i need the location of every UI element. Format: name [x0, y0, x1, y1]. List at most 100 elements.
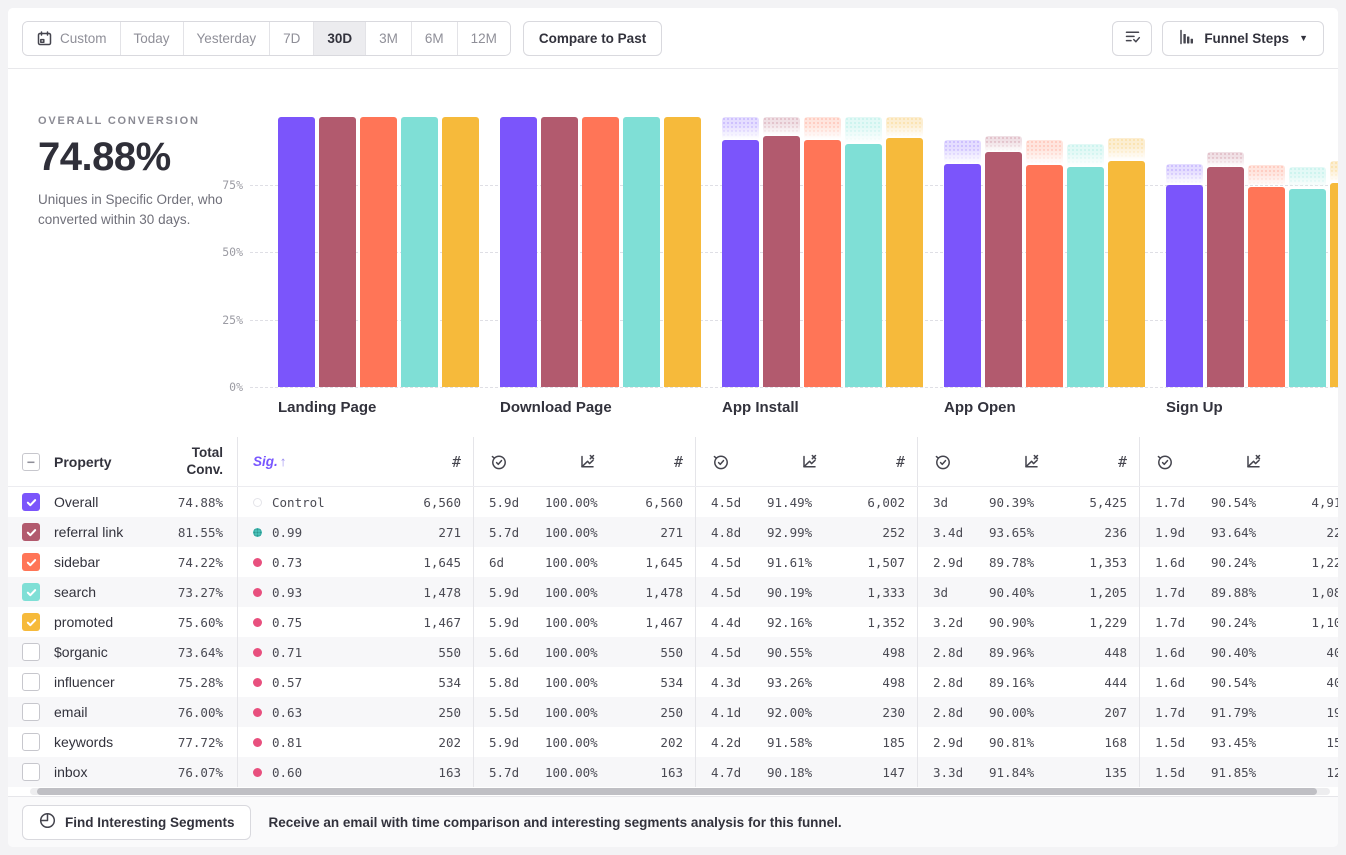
row-checkbox[interactable] — [22, 613, 40, 631]
edit-columns-button[interactable] — [1112, 20, 1153, 56]
conversion-rate-icon[interactable] — [1244, 452, 1263, 471]
bar-promoted[interactable] — [664, 117, 701, 387]
conversion-rate: 100.00% — [545, 674, 598, 690]
date-range-30d[interactable]: 30D — [314, 21, 367, 55]
step-count: 271 — [660, 524, 683, 540]
time-to-convert-icon[interactable] — [1155, 452, 1174, 471]
row-checkbox[interactable] — [22, 763, 40, 781]
conversion-rate-icon[interactable] — [800, 452, 819, 471]
bar-search[interactable] — [1067, 166, 1104, 387]
bar-promoted[interactable] — [886, 138, 923, 387]
select-all-checkbox[interactable]: − — [22, 452, 40, 471]
step-count: 550 — [438, 644, 461, 660]
bar-promoted[interactable] — [1330, 182, 1338, 387]
summary-description: Uniques in Specific Order, who converted… — [38, 192, 223, 227]
step-count: 1,109 — [1311, 614, 1338, 630]
conversion-rate: 90.40% — [1211, 644, 1257, 660]
row-checkbox[interactable] — [22, 493, 40, 511]
time-to-convert-icon[interactable] — [711, 452, 730, 471]
bar-overall[interactable] — [722, 139, 759, 387]
step-count: 550 — [660, 644, 683, 660]
row-checkbox[interactable] — [22, 553, 40, 571]
bar-referral-link[interactable] — [985, 151, 1022, 387]
bar-group-sign-up — [1166, 117, 1338, 387]
bar-sidebar[interactable] — [582, 117, 619, 387]
bar-referral-link[interactable] — [763, 135, 800, 387]
table-row-email: email 76.00% 0.63 250 5.5d 100.00% 250 4.1d 92.0… — [8, 697, 1338, 727]
bar-referral-link[interactable] — [541, 117, 578, 387]
bar-sidebar[interactable] — [1248, 186, 1285, 387]
table-row-influencer: influencer 75.28% 0.57 534 5.8d 100.00% 534 4.3… — [8, 667, 1338, 697]
sig-cell: 0.73 1,645 — [237, 547, 473, 577]
step-metrics-cell: 3.2d 90.90% 1,229 — [917, 607, 1139, 637]
time-to-convert: 3d — [933, 494, 949, 510]
bar-search[interactable] — [623, 117, 660, 387]
conversion-rate-icon[interactable] — [578, 452, 597, 471]
property-name: email — [54, 704, 88, 720]
row-checkbox[interactable] — [22, 703, 40, 721]
step-metrics-cell: 4.5d 91.61% 1,507 — [695, 547, 917, 577]
significance-value: 0.75 — [272, 614, 303, 630]
conversion-rate: 100.00% — [545, 764, 598, 780]
conversion-rate: 100.00% — [545, 614, 598, 630]
bar-overall[interactable] — [944, 163, 981, 387]
count-icon[interactable]: # — [895, 452, 905, 471]
time-to-convert: 6d — [489, 554, 505, 570]
step-count: 444 — [1104, 674, 1127, 690]
bar-referral-link[interactable] — [1207, 166, 1244, 387]
bar-sidebar[interactable] — [1026, 164, 1063, 387]
find-interesting-segments-button[interactable]: Find Interesting Segments — [22, 804, 251, 840]
property-name: $organic — [54, 644, 108, 660]
step-metrics-cell: 4.5d 90.19% 1,333 — [695, 577, 917, 607]
row-checkbox[interactable] — [22, 673, 40, 691]
step-metrics-cell: 5.7d 100.00% 271 — [473, 517, 695, 547]
count-icon[interactable]: # — [1117, 452, 1127, 471]
step-count: 6,002 — [867, 494, 905, 510]
table-row-keywords: keywords 77.72% 0.81 202 5.9d 100.00% 202 4.2d 9… — [8, 727, 1338, 757]
bar-overall[interactable] — [500, 117, 537, 387]
count-icon[interactable]: # — [673, 452, 683, 471]
row-checkbox[interactable] — [22, 733, 40, 751]
bar-search[interactable] — [401, 117, 438, 387]
step-count: 1,645 — [645, 554, 683, 570]
bar-search[interactable] — [1289, 189, 1326, 387]
date-range-7d[interactable]: 7D — [270, 21, 315, 55]
date-range-6m[interactable]: 6M — [411, 21, 458, 55]
time-to-convert-icon[interactable] — [933, 452, 952, 471]
date-range-3m[interactable]: 3M — [366, 21, 412, 55]
date-range-custom[interactable]: Custom — [23, 21, 121, 55]
row-checkbox[interactable] — [22, 643, 40, 661]
scrollbar-thumb[interactable] — [36, 788, 1317, 795]
property-name: inbox — [54, 764, 88, 780]
bar-sidebar[interactable] — [360, 117, 397, 387]
row-checkbox[interactable] — [22, 583, 40, 601]
step-count: 6,560 — [645, 494, 683, 510]
date-range-yesterday[interactable]: Yesterday — [183, 21, 271, 55]
step-metrics-cell: 2.8d 89.16% 444 — [917, 667, 1139, 697]
row-checkbox[interactable] — [22, 523, 40, 541]
bar-search[interactable] — [845, 143, 882, 387]
step-count: 5,425 — [1089, 494, 1127, 510]
bar-promoted[interactable] — [1108, 160, 1145, 387]
scrollbar-track[interactable] — [30, 788, 1330, 795]
step-count: 250 — [660, 704, 683, 720]
step-count: 1,333 — [867, 584, 905, 600]
bar-overall[interactable] — [1166, 184, 1203, 387]
view-selector-button[interactable]: Funnel Steps ▼ — [1162, 20, 1324, 56]
conversion-rate-icon[interactable] — [1022, 452, 1041, 471]
time-to-convert: 3.3d — [933, 764, 964, 780]
compare-to-past-button[interactable]: Compare to Past — [522, 20, 663, 56]
time-to-convert-icon[interactable] — [489, 452, 508, 471]
step-metrics-cell: 1.7d 90.24% 1,109 — [1139, 607, 1338, 637]
sig-sort-header[interactable]: Sig. ↑ — [253, 454, 287, 469]
total-conversion-value: 75.28% — [177, 674, 223, 690]
bar-promoted[interactable] — [442, 117, 479, 387]
bar-overall[interactable] — [278, 117, 315, 387]
step-count: 252 — [882, 524, 905, 540]
date-range-today[interactable]: Today — [120, 21, 184, 55]
bar-sidebar[interactable] — [804, 139, 841, 387]
table-row-sidebar: sidebar 74.22% 0.73 1,645 6d 100.00% 1,645 4.5d… — [8, 547, 1338, 577]
bar-referral-link[interactable] — [319, 117, 356, 387]
date-range-12m[interactable]: 12M — [457, 21, 510, 55]
drop-off-ghost-cap — [944, 140, 981, 164]
